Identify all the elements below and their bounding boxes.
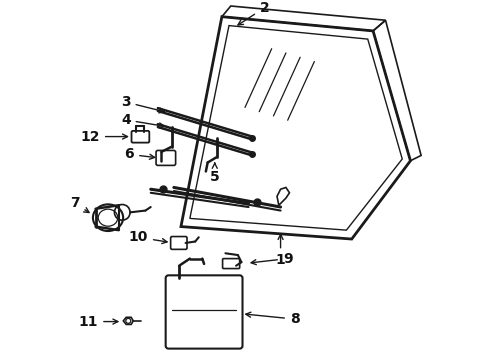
Text: 5: 5 (210, 163, 220, 184)
Text: 2: 2 (238, 1, 270, 25)
Text: 4: 4 (121, 113, 164, 128)
Text: 8: 8 (246, 312, 300, 326)
Text: 10: 10 (128, 230, 167, 244)
Text: 11: 11 (79, 315, 118, 329)
Text: 6: 6 (124, 147, 155, 161)
Text: 7: 7 (70, 197, 89, 212)
Text: 9: 9 (251, 252, 293, 266)
Text: 3: 3 (121, 95, 164, 113)
Text: 1: 1 (276, 234, 286, 267)
Text: 12: 12 (80, 130, 127, 144)
